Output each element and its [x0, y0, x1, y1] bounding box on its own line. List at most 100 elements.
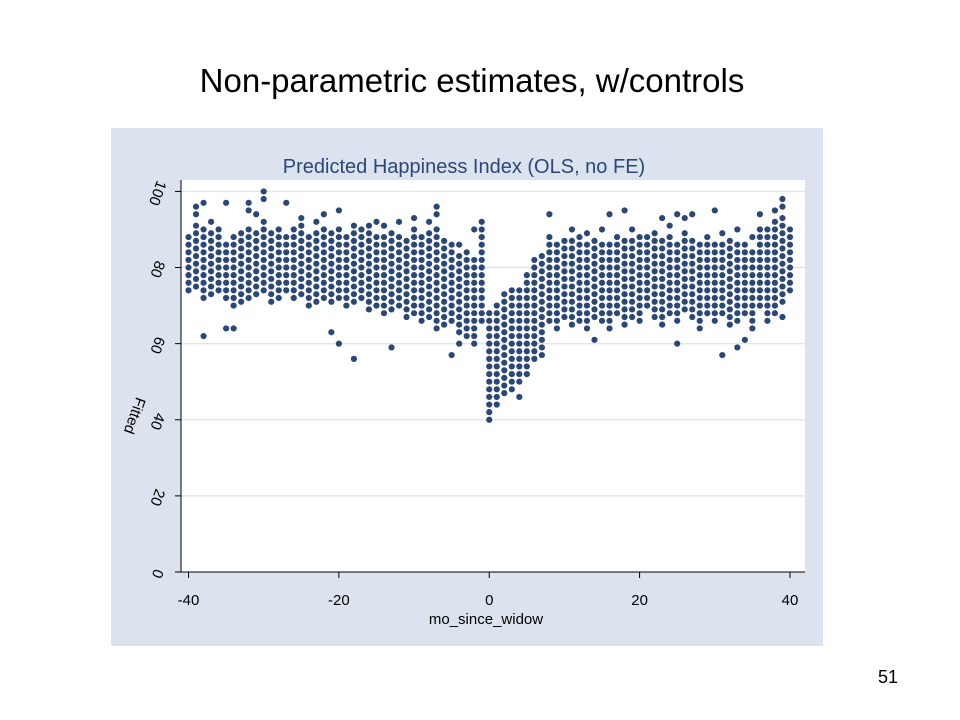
scatter-point: [606, 249, 613, 256]
scatter-point: [779, 222, 786, 229]
scatter-point: [350, 222, 358, 229]
scatter-point: [200, 294, 207, 302]
scatter-point: [583, 294, 591, 302]
scatter-point: [215, 241, 222, 248]
scatter-point: [704, 256, 711, 264]
scatter-point: [200, 332, 207, 340]
scatter-point: [230, 241, 237, 248]
scatter-point: [207, 275, 215, 283]
scatter-point: [448, 294, 455, 302]
scatter-point: [561, 245, 568, 252]
scatter-point: [388, 237, 395, 244]
scatter-point: [395, 287, 403, 294]
scatter-point: [358, 233, 365, 241]
scatter-point: [380, 241, 388, 248]
scatter-point: [418, 302, 425, 309]
scatter-point: [215, 279, 222, 286]
scatter-point: [223, 272, 230, 279]
scatter-point: [659, 283, 666, 290]
scatter-point: [328, 275, 335, 283]
scatter-point: [538, 329, 545, 336]
scatter-point: [192, 268, 200, 275]
scatter-point: [192, 245, 200, 252]
scatter-point: [628, 253, 636, 260]
scatter-point: [606, 264, 613, 271]
scatter-point: [553, 287, 561, 294]
y-tick-label: 60: [146, 334, 168, 355]
scatter-point: [696, 325, 703, 332]
scatter-point: [185, 272, 192, 279]
scatter-point: [628, 283, 636, 290]
scatter-point: [185, 264, 192, 271]
scatter-point: [207, 253, 215, 260]
scatter-point: [290, 279, 297, 286]
scatter-point: [350, 245, 358, 252]
scatter-point: [343, 287, 350, 294]
scatter-point: [320, 264, 327, 271]
scatter-point: [223, 279, 230, 286]
scatter-point: [395, 294, 403, 302]
scatter-point: [689, 313, 696, 321]
scatter-point: [561, 237, 568, 244]
scatter-point: [298, 260, 305, 267]
scatter-point: [538, 268, 545, 275]
scatter-point: [425, 298, 433, 305]
scatter-point: [283, 287, 290, 294]
scatter-point: [223, 241, 230, 248]
scatter-point: [410, 302, 418, 309]
scatter-point: [185, 233, 192, 241]
scatter-point: [275, 241, 282, 248]
scatter-point: [486, 370, 493, 378]
scatter-point: [373, 256, 380, 264]
scatter-point: [568, 226, 576, 233]
scatter-point: [358, 264, 365, 271]
scatter-point: [516, 363, 523, 370]
scatter-point: [704, 272, 711, 279]
scatter-point: [681, 237, 688, 244]
scatter-point: [207, 260, 215, 267]
scatter-point: [538, 253, 545, 260]
scatter-point: [711, 317, 718, 324]
scatter-point: [621, 245, 628, 252]
scatter-point: [358, 294, 365, 302]
scatter-point: [576, 317, 583, 324]
scatter-point: [666, 241, 673, 248]
scatter-point: [598, 256, 606, 264]
scatter-point: [546, 241, 553, 248]
scatter-point: [486, 416, 493, 423]
scatter-point: [350, 253, 358, 260]
scatter-point: [471, 317, 478, 324]
scatter-point: [621, 275, 628, 283]
scatter-point: [268, 260, 275, 267]
scatter-point: [726, 237, 733, 244]
scatter-point: [726, 268, 733, 275]
scatter-point: [365, 230, 373, 237]
scatter-point: [674, 272, 681, 279]
scatter-point: [546, 264, 553, 271]
scatter-point: [719, 302, 726, 309]
scatter-point: [471, 287, 478, 294]
scatter-point: [779, 253, 786, 260]
scatter-point: [538, 275, 545, 283]
scatter-point: [741, 302, 748, 309]
scatter-point: [749, 310, 756, 317]
scatter-point: [493, 348, 500, 355]
scatter-point: [185, 241, 192, 248]
scatter-point: [200, 249, 207, 256]
scatter-point: [756, 233, 763, 241]
scatter-point: [238, 260, 245, 267]
scatter-point: [215, 287, 222, 294]
scatter-points: [185, 188, 794, 423]
scatter-point: [538, 336, 545, 343]
scatter-point: [779, 268, 786, 275]
scatter-point: [486, 332, 493, 340]
scatter-point: [343, 256, 350, 264]
scatter-point: [425, 218, 433, 225]
scatter-point: [651, 283, 658, 290]
scatter-point: [418, 279, 425, 286]
scatter-point: [576, 302, 583, 309]
scatter-point: [501, 336, 508, 343]
scatter-point: [471, 226, 478, 233]
scatter-point: [298, 245, 305, 252]
scatter-point: [636, 287, 643, 294]
